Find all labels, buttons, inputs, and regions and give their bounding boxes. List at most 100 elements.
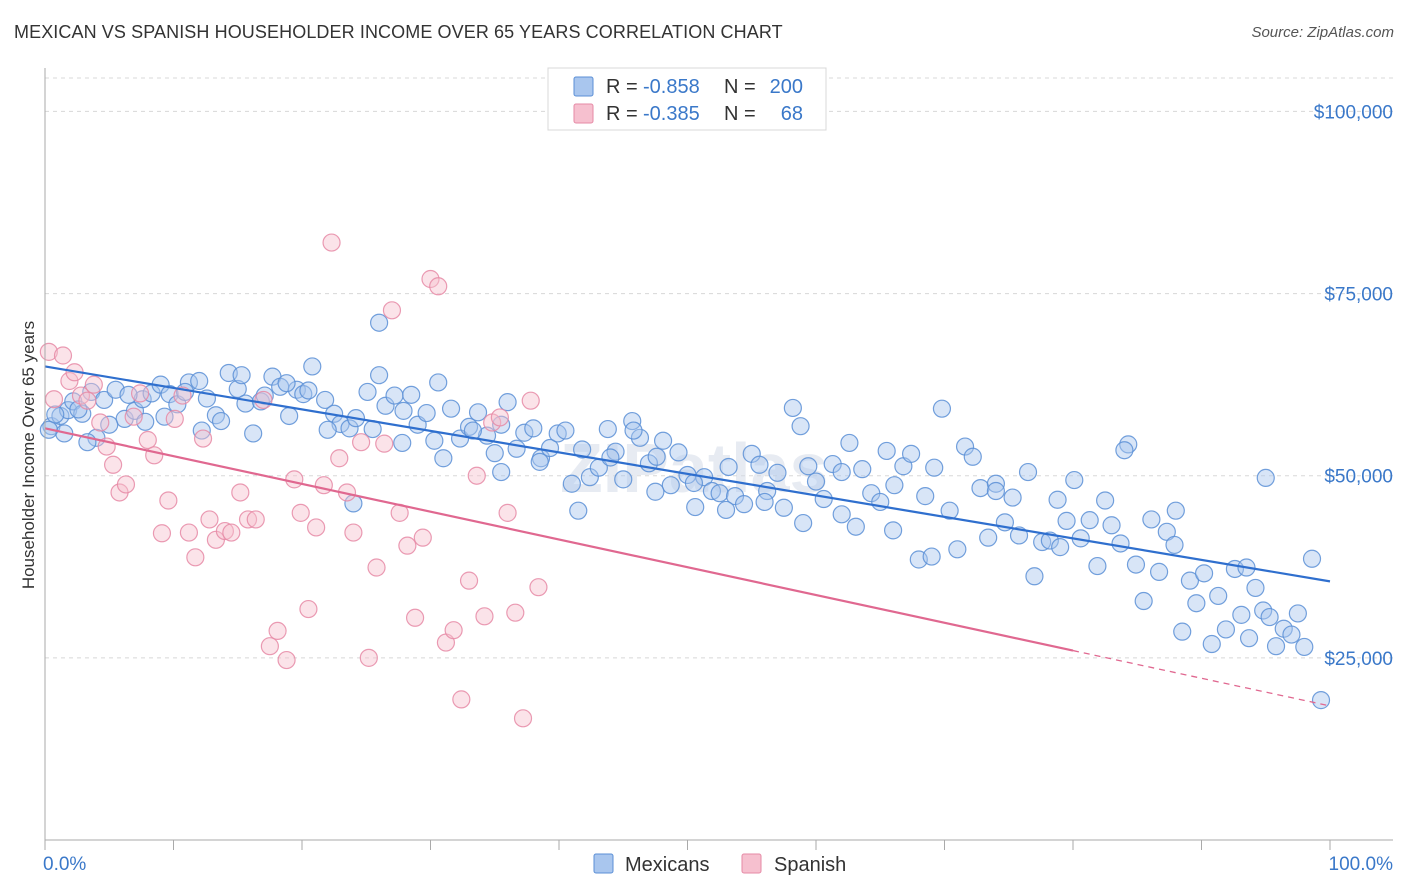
- legend-r-value-2: -0.385: [643, 103, 700, 125]
- spanish-point: [359, 648, 378, 667]
- spanish-point: [382, 301, 402, 320]
- mexicans-point: [832, 505, 851, 524]
- mexicans-point: [1080, 511, 1099, 530]
- mexicans-point: [1295, 637, 1314, 657]
- mexicans-point: [832, 462, 851, 482]
- mexicans-point: [417, 403, 436, 423]
- spanish-point: [116, 475, 136, 494]
- spanish-point: [231, 483, 250, 502]
- spanish-point: [260, 637, 279, 656]
- mexicans-point: [1088, 556, 1107, 576]
- spanish-point: [53, 346, 73, 365]
- mexicans-point: [507, 439, 526, 458]
- y-tick-label: $75,000: [1324, 285, 1393, 306]
- mexicans-point: [340, 419, 359, 438]
- mexicans-point: [1134, 591, 1153, 611]
- mexicans-point: [814, 489, 833, 509]
- mexicans-point: [598, 419, 617, 439]
- mexicans-point: [877, 441, 896, 461]
- mexicans-point: [46, 405, 65, 424]
- y-tick-label: $25,000: [1324, 649, 1393, 670]
- y-tick-labels: $25,000 $50,000 $75,000 $100,000: [1314, 102, 1393, 669]
- mexicans-point: [916, 487, 935, 506]
- spanish-point: [452, 690, 471, 709]
- mexicans-point: [794, 513, 813, 533]
- spanish-point: [413, 528, 432, 547]
- mexicans-point: [402, 385, 421, 404]
- spanish-point: [398, 536, 417, 555]
- mexicans-point: [1166, 501, 1185, 520]
- mexicans-point: [755, 492, 774, 512]
- mexicans-trend-line: [44, 365, 1331, 583]
- mexicans-point: [562, 474, 581, 493]
- legend-swatch-spanish-bottom: [741, 853, 762, 874]
- mexicans-point: [376, 396, 395, 415]
- mexicans-point: [228, 379, 247, 399]
- spanish-point: [173, 386, 192, 405]
- mexicans-point: [623, 411, 642, 431]
- spanish-point: [222, 523, 241, 542]
- mexicans-points: [39, 313, 1331, 710]
- mexicans-point: [206, 406, 226, 425]
- mexicans-point: [653, 431, 673, 450]
- spanish-point: [238, 510, 258, 529]
- mexicans-point: [299, 381, 318, 400]
- spanish-trend-extension: [1072, 649, 1331, 707]
- mexicans-point: [1194, 564, 1214, 583]
- legend-n-label-2: N =: [724, 103, 756, 125]
- mexicans-point: [669, 443, 688, 462]
- mexicans-point: [1187, 594, 1206, 613]
- spanish-point: [291, 503, 310, 522]
- mexicans-point: [901, 444, 921, 463]
- mexicans-point: [119, 385, 138, 404]
- mexicans-point: [750, 455, 769, 474]
- spanish-point: [104, 455, 123, 474]
- mexicans-point: [1025, 567, 1044, 586]
- mexicans-point: [370, 366, 389, 385]
- legend-swatch-spanish: [573, 103, 594, 124]
- spanish-point: [152, 524, 172, 543]
- mexicans-point: [647, 447, 666, 466]
- spanish-point: [475, 607, 494, 626]
- legend-n-value-2: 68: [781, 103, 803, 125]
- legend-swatch-mexicans: [573, 76, 594, 97]
- spanish-point: [352, 433, 371, 452]
- mexicans-point: [601, 448, 620, 467]
- mexicans-point: [1173, 622, 1192, 641]
- grid-lines: [45, 77, 1393, 659]
- mexicans-point: [922, 547, 941, 566]
- mexicans-point: [1209, 586, 1228, 606]
- spanish-point: [179, 523, 199, 542]
- mexicans-point: [1202, 634, 1221, 654]
- mexicans-point: [573, 440, 592, 459]
- spanish-point: [60, 371, 79, 391]
- spanish-point: [459, 571, 479, 590]
- legend-r-value-1: -0.858: [643, 76, 700, 98]
- mexicans-point: [614, 470, 633, 489]
- mexicans-point: [1111, 534, 1130, 553]
- mexicans-point: [244, 424, 263, 443]
- spanish-point: [186, 548, 205, 567]
- series-legend: Mexicans Spanish: [593, 853, 846, 876]
- mexicans-point: [556, 421, 575, 440]
- source-label: Source: ZipAtlas.com: [1251, 24, 1394, 41]
- y-tick-label: $100,000: [1314, 102, 1393, 123]
- mexicans-point: [624, 421, 643, 440]
- mexicans-point: [955, 437, 975, 456]
- spanish-point: [330, 449, 349, 468]
- mexicans-point: [485, 444, 504, 463]
- mexicans-point: [1260, 607, 1279, 627]
- mexicans-point: [932, 399, 952, 418]
- x-tick-label-max: 100.0%: [1329, 854, 1394, 875]
- mexicans-point: [316, 390, 335, 410]
- chart-title: MEXICAN VS SPANISH HOUSEHOLDER INCOME OV…: [14, 22, 783, 42]
- y-axis-title: Householder Income Over 65 years: [19, 321, 38, 589]
- mexicans-point: [768, 463, 787, 482]
- mexicans-point: [277, 374, 296, 393]
- mexicans-point: [1288, 604, 1307, 623]
- spanish-point: [367, 558, 386, 577]
- spanish-point: [307, 518, 326, 537]
- mexicans-point: [971, 479, 990, 498]
- spanish-point: [124, 407, 143, 426]
- stats-legend: R = -0.858 N = 200 R = -0.385 N = 68: [547, 67, 827, 131]
